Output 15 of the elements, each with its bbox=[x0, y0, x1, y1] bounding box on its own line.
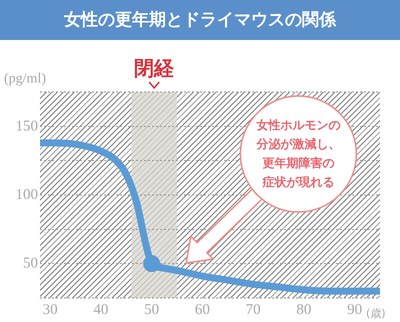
y-tick-label: 150 bbox=[16, 118, 38, 134]
y-tick-label: 50 bbox=[23, 256, 38, 272]
x-tick-label: 90 bbox=[347, 302, 362, 318]
band-label: 閉経 bbox=[134, 56, 174, 80]
annotation: 女性ホルモンの分泌が激減し、更年期障害の症状が現れる bbox=[255, 117, 342, 191]
y-axis-title: (pg/ml) bbox=[4, 72, 46, 87]
x-tick-label: 80 bbox=[296, 302, 312, 318]
x-tick-label: 50 bbox=[144, 302, 160, 318]
x-tick-label: 40 bbox=[93, 302, 108, 318]
x-tick-label: 30 bbox=[42, 302, 58, 318]
x-tick-label: 70 bbox=[246, 302, 261, 318]
chart-title: 女性の更年期とドライマウスの関係 bbox=[0, 0, 400, 40]
y-tick-label: 100 bbox=[16, 186, 38, 203]
x-axis-title: (歳) bbox=[366, 306, 386, 320]
x-tick-label: 60 bbox=[194, 302, 210, 318]
